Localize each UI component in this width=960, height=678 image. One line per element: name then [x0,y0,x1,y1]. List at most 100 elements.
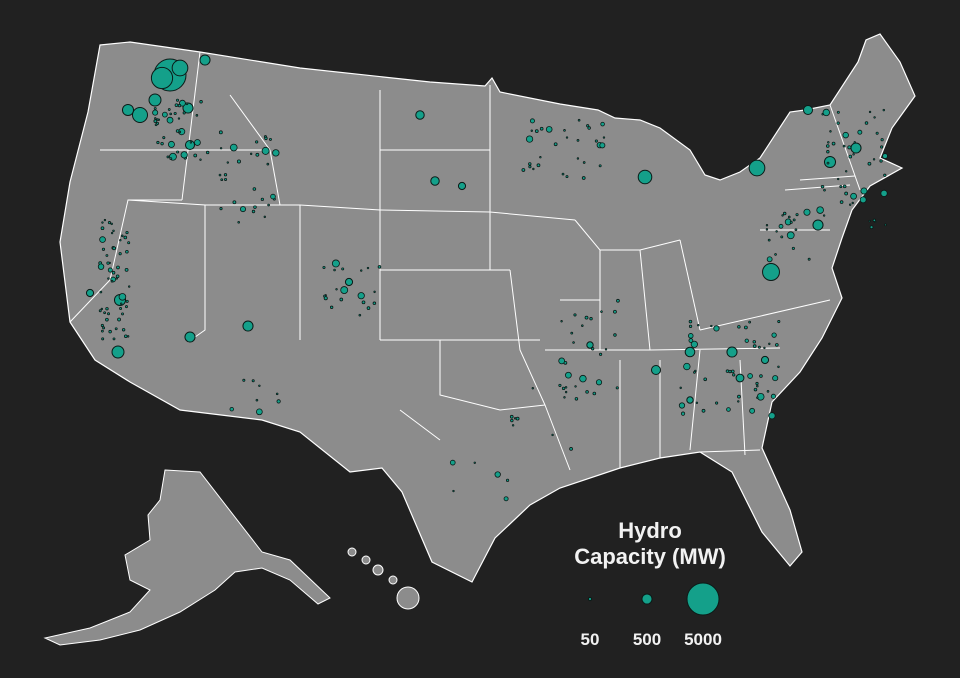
hydro-plant [589,317,593,321]
hydro-plant [179,99,186,107]
hydro-plant [101,221,104,224]
hydro-plant [415,110,425,120]
hydro-plant [829,130,832,133]
hydro-plant [564,390,568,394]
hydro-plant [101,329,104,333]
hydro-plant [261,146,270,155]
hydro-plant [224,177,228,181]
hydro-plant [229,406,234,412]
hydro-plant [872,158,876,161]
hydro-plant [223,173,228,177]
hydro-plant [836,177,840,181]
hydro-plant [263,215,266,219]
hydro-plant [457,181,467,191]
legend-circles [587,582,720,616]
hydro-plant [195,114,199,117]
hydro-plant [839,200,844,204]
hydro-plant [688,319,693,324]
hydro-plant [768,342,771,346]
hydro-plant [112,246,116,251]
hydro-plant [683,362,691,371]
hydro-plant [697,324,700,327]
hydro-plant [236,159,241,164]
hydro-plant [112,337,116,341]
hydro-plant [249,152,253,156]
legend-label-5000: 5000 [684,630,722,649]
hydro-plant [256,408,263,416]
hydro-plant [730,369,735,374]
hydro-plant [560,320,563,323]
hydro-plant [569,447,573,451]
hydro-plant [686,396,694,404]
hydro-plant [600,310,603,313]
state-border [544,404,571,471]
hydro-plant [239,206,247,213]
hydro-plant [116,265,120,270]
hydro-plant [820,184,825,189]
hydro-plant [329,305,334,309]
hydro-plant [199,54,211,66]
hydro-plant [615,386,619,390]
hydro-plant [185,102,189,106]
hydro-plant [176,150,180,154]
hydro-plant [177,117,181,120]
hydro-plant [117,317,121,322]
hydro-plant [836,121,840,125]
hydro-plant [752,344,757,348]
hydro-plant [807,257,811,261]
hydro-plant [166,116,174,124]
state-border [799,175,856,181]
state-border [699,299,831,331]
state-border [379,209,491,213]
hydro-plant [126,335,130,338]
hydro-plant [125,299,129,303]
hydro-plant [333,268,336,272]
hydro-plant [602,136,606,139]
hydro-plant [171,59,189,77]
hydro-plant [372,301,377,306]
hydro-plant [882,108,886,112]
hydro-plant [103,218,107,222]
hydro-plant [237,220,240,224]
hydro-plant [525,135,534,143]
hydro-plant [822,108,830,117]
hydro-plant [125,231,129,235]
hydro-plant [101,247,106,251]
hydro-plant [753,387,758,392]
hydro-plant [229,143,238,152]
hydro-plant [98,309,102,313]
hydro-plant [252,187,257,191]
hydro-plant [357,292,365,300]
hydro-plant [884,223,887,227]
hydro-plant [848,203,852,206]
hydro-plant [844,170,848,173]
hydro-plant [744,325,748,330]
hydro-plant [757,345,761,349]
hydro-plant [732,373,736,377]
hydro-plant [749,407,756,414]
hydro-plant [570,331,574,335]
hydro-plant [679,386,682,390]
hydro-plant [177,103,182,108]
hydro-plant [531,387,534,390]
hydro-plant [242,320,254,332]
hydro-plant [882,153,888,159]
hydro-plant [253,205,257,209]
hydro-plant [868,219,871,223]
hydro-plant [103,311,106,315]
hydro-plant [166,155,170,159]
hydro-plant [842,184,847,189]
hydro-plant [713,325,720,332]
hydro-plant [335,288,338,291]
hydro-plant [167,108,171,111]
hydro-plant [162,136,166,140]
hydro-plant [579,374,587,383]
state-border [229,94,271,151]
hydro-plant [509,414,514,419]
hydro-plant [199,100,203,104]
hydro-plant [765,228,769,231]
hydro-plant [703,377,708,382]
state-border [679,239,701,331]
hydro-plant [373,290,376,294]
hydro-plant [106,261,110,265]
